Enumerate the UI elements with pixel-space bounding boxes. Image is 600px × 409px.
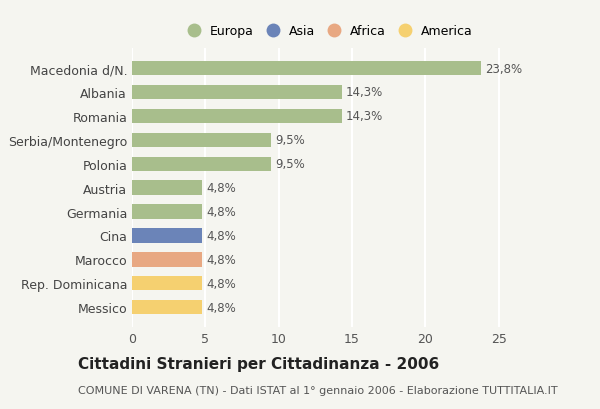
Text: COMUNE DI VARENA (TN) - Dati ISTAT al 1° gennaio 2006 - Elaborazione TUTTITALIA.: COMUNE DI VARENA (TN) - Dati ISTAT al 1°… <box>78 384 557 395</box>
Text: 9,5%: 9,5% <box>276 158 305 171</box>
Bar <box>132 110 342 124</box>
Bar <box>132 133 271 148</box>
Text: 4,8%: 4,8% <box>207 205 236 218</box>
Bar <box>132 252 202 267</box>
Text: Cittadini Stranieri per Cittadinanza - 2006: Cittadini Stranieri per Cittadinanza - 2… <box>78 356 439 371</box>
Bar <box>132 205 202 219</box>
Bar <box>132 276 202 291</box>
Legend: Europa, Asia, Africa, America: Europa, Asia, Africa, America <box>181 19 479 45</box>
Text: 4,8%: 4,8% <box>207 301 236 314</box>
Text: 14,3%: 14,3% <box>346 110 383 123</box>
Bar <box>132 85 342 100</box>
Bar <box>132 181 202 195</box>
Bar <box>132 300 202 315</box>
Text: 23,8%: 23,8% <box>485 63 523 75</box>
Bar <box>132 229 202 243</box>
Text: 9,5%: 9,5% <box>276 134 305 147</box>
Text: 14,3%: 14,3% <box>346 86 383 99</box>
Bar <box>132 157 271 171</box>
Text: 4,8%: 4,8% <box>207 253 236 266</box>
Bar <box>132 62 481 76</box>
Text: 4,8%: 4,8% <box>207 182 236 195</box>
Text: 4,8%: 4,8% <box>207 277 236 290</box>
Text: 4,8%: 4,8% <box>207 229 236 242</box>
